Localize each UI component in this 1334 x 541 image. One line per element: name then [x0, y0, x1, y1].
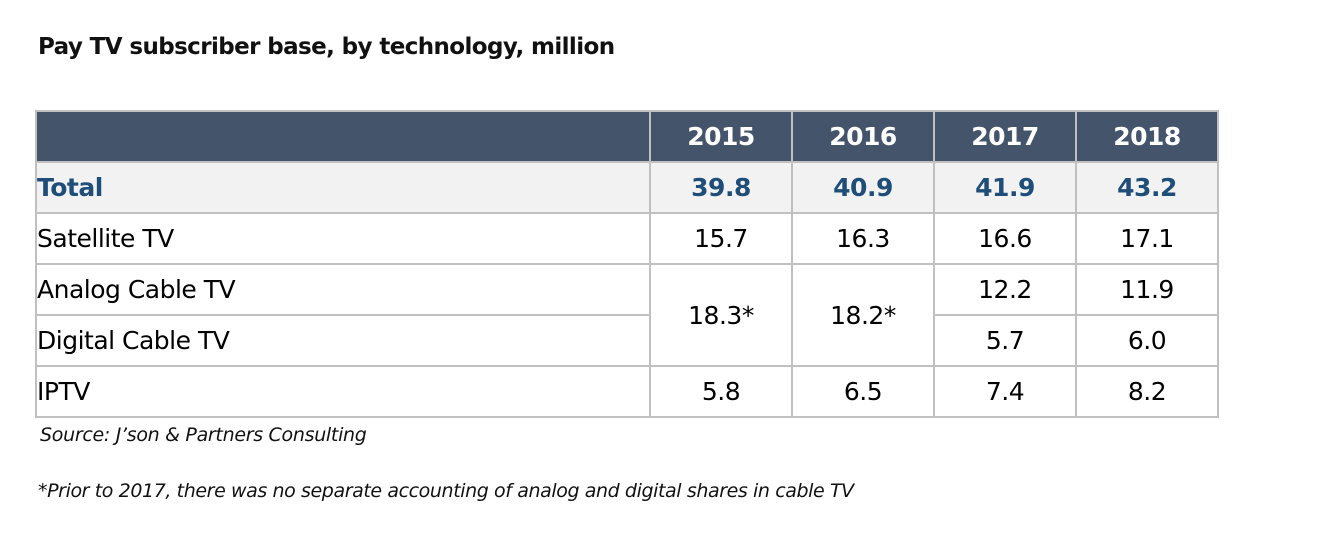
subscriber-table: 2015 2016 2017 2018 Total 39.8 40.9 41.9… [35, 110, 1219, 418]
cell-value: 41.9 [933, 161, 1077, 214]
cell-value: 16.6 [933, 212, 1077, 265]
header-cell-blank [35, 110, 651, 163]
cell-value: 16.3 [791, 212, 935, 265]
cell-value: 17.1 [1075, 212, 1219, 265]
table-row-analog-cable: Analog Cable TV 18.3* 18.2* 12.2 11.9 [35, 263, 1219, 367]
header-row: 2015 2016 2017 2018 [35, 110, 1219, 163]
row-label: Digital Cable TV [35, 314, 651, 367]
row-label: Analog Cable TV [35, 263, 651, 316]
cell-value: 15.7 [649, 212, 793, 265]
cell-value: 5.8 [649, 365, 793, 418]
cell-value: 43.2 [1075, 161, 1219, 214]
table-title: Pay TV subscriber base, by technology, m… [38, 34, 615, 60]
row-label: IPTV [35, 365, 651, 418]
cell-value: 6.5 [791, 365, 935, 418]
cell-value: 12.2 [933, 263, 1077, 316]
header-year-2017: 2017 [933, 110, 1077, 163]
footnote: *Prior to 2017, there was no separate ac… [38, 480, 854, 502]
cell-value: 8.2 [1075, 365, 1219, 418]
table-row-digital-cable: Digital Cable TV 5.7 6.0 [35, 314, 1219, 367]
cell-value-merged-cable-2015: 18.3* [649, 263, 793, 367]
table-row-iptv: IPTV 5.8 6.5 7.4 8.2 [35, 365, 1219, 418]
cell-value-merged-cable-2016: 18.2* [791, 263, 935, 367]
table-row-satellite: Satellite TV 15.7 16.3 16.6 17.1 [35, 212, 1219, 265]
cell-value: 6.0 [1075, 314, 1219, 367]
row-label: Satellite TV [35, 212, 651, 265]
source-note: Source: J’son & Partners Consulting [40, 424, 367, 446]
cell-value: 39.8 [649, 161, 793, 214]
cell-value: 7.4 [933, 365, 1077, 418]
header-year-2016: 2016 [791, 110, 935, 163]
table-row-total: Total 39.8 40.9 41.9 43.2 [35, 161, 1219, 214]
row-label: Total [35, 161, 651, 214]
header-year-2018: 2018 [1075, 110, 1219, 163]
cell-value: 5.7 [933, 314, 1077, 367]
cell-value: 40.9 [791, 161, 935, 214]
header-year-2015: 2015 [649, 110, 793, 163]
cell-value: 11.9 [1075, 263, 1219, 316]
